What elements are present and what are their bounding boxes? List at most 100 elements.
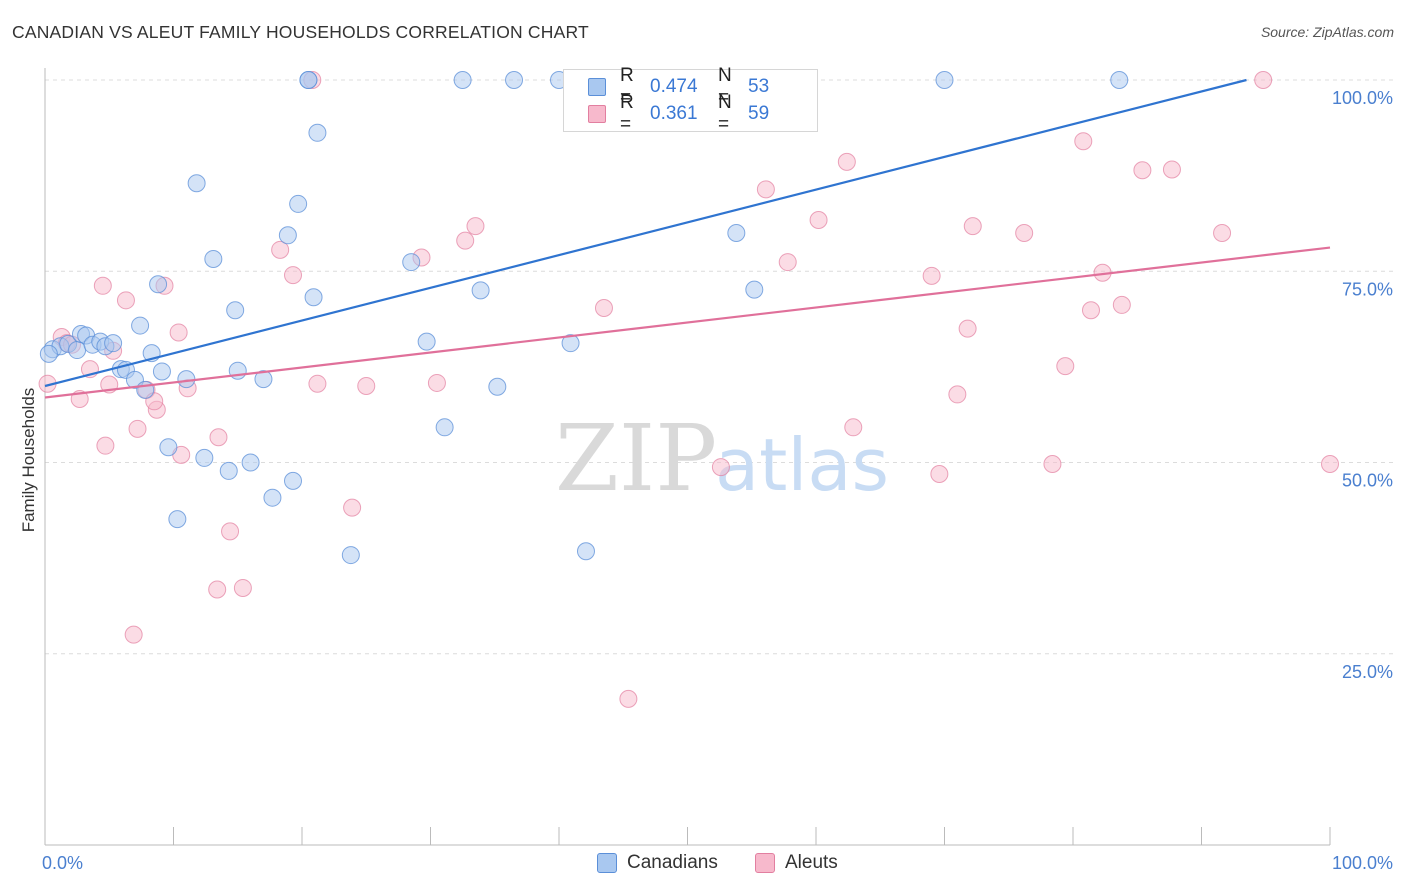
aleut-point xyxy=(844,418,863,437)
trend-lines xyxy=(44,78,1331,399)
canadian-point xyxy=(453,71,472,89)
canadian-point xyxy=(159,438,178,457)
watermark-zip: ZIP xyxy=(555,405,717,512)
legend-label-canadians: Canadians xyxy=(627,852,718,873)
aleut-point xyxy=(958,319,977,338)
legend-n-value-aleuts: 59 xyxy=(748,103,770,124)
canadian-point xyxy=(131,316,150,335)
aleut-point xyxy=(1043,455,1062,474)
aleut-point xyxy=(1133,161,1152,180)
canadian-point xyxy=(289,194,308,213)
canadian-point xyxy=(304,288,323,307)
aleut-point xyxy=(466,217,485,236)
canadian-point xyxy=(136,380,155,399)
legend-n-value-canadians: 53 xyxy=(748,76,770,97)
canadian-point xyxy=(341,546,360,565)
canadian-trend-line xyxy=(44,78,1247,388)
legend-row-canadians: R = 0.474 N = 53 xyxy=(588,65,770,108)
aleut-point xyxy=(809,210,828,229)
legend-label-aleuts: Aleuts xyxy=(785,852,838,873)
canadian-point xyxy=(241,453,260,472)
canadian-point xyxy=(149,275,168,294)
canadian-point xyxy=(104,334,123,353)
aleut-point xyxy=(343,498,362,517)
canadian-point xyxy=(745,280,764,299)
aleut-point xyxy=(427,373,446,392)
legend-swatch-aleuts xyxy=(755,853,775,873)
aleut-point xyxy=(116,291,135,310)
legend-r-value-aleuts: 0.361 xyxy=(650,103,698,124)
axes xyxy=(44,68,1331,846)
aleut-point xyxy=(456,231,475,250)
y-tick-label: 100.0% xyxy=(1332,88,1393,108)
y-tick-label: 50.0% xyxy=(1342,471,1393,491)
legend-r-key: R = xyxy=(620,65,634,108)
canadian-point xyxy=(435,418,454,437)
aleut-point xyxy=(271,240,290,259)
y-tick-label: 25.0% xyxy=(1342,662,1393,682)
legend-row-aleuts: R = 0.361 N = 59 xyxy=(588,92,770,135)
aleut-point xyxy=(221,522,240,541)
legend-item-aleuts: Aleuts xyxy=(755,852,838,874)
canadian-point xyxy=(471,281,490,300)
aleut-point xyxy=(96,436,115,455)
aleut-point xyxy=(308,374,327,393)
aleut-point xyxy=(233,578,252,597)
canadian-point xyxy=(576,542,595,561)
aleut-point xyxy=(357,377,376,395)
y-axis-label: Family Households xyxy=(19,388,38,533)
y-tick-label: 75.0% xyxy=(1342,279,1393,299)
legend-swatch-aleuts xyxy=(588,105,606,123)
aleut-point xyxy=(922,266,941,285)
canadian-point xyxy=(278,226,297,245)
x-tick-label: 0.0% xyxy=(42,853,83,873)
canadian-point xyxy=(68,341,87,360)
aleut-point xyxy=(284,266,303,285)
aleut-point xyxy=(209,428,228,447)
aleut-point xyxy=(837,152,856,171)
aleut-point xyxy=(948,385,967,404)
aleut-point xyxy=(619,689,638,708)
aleut-point xyxy=(1074,132,1093,151)
canadian-point xyxy=(727,224,746,242)
aleut-point xyxy=(1162,160,1181,179)
canadian-point xyxy=(402,253,421,272)
legend-item-canadians: Canadians xyxy=(597,852,718,874)
aleut-point xyxy=(711,458,730,477)
canadian-point xyxy=(417,332,436,351)
aleut-point xyxy=(930,464,949,483)
canadian-point xyxy=(187,174,206,193)
chart-title: CANADIAN VS ALEUT FAMILY HOUSEHOLDS CORR… xyxy=(12,22,589,42)
aleut-trend-line xyxy=(44,246,1331,399)
canadian-point xyxy=(505,71,524,89)
stats-legend: R = 0.474 N = 53 R = 0.361 N = 59 xyxy=(563,65,818,135)
canadian-point xyxy=(299,71,318,89)
canadian-point xyxy=(308,123,327,142)
aleut-point xyxy=(1321,455,1339,474)
source-label: Source: ZipAtlas.com xyxy=(1260,24,1394,40)
watermark-atlas: atlas xyxy=(715,423,889,507)
aleut-point xyxy=(1112,295,1131,314)
aleut-point xyxy=(756,180,775,199)
canadian-point xyxy=(204,250,223,269)
canadian-point xyxy=(226,301,245,320)
canadian-point xyxy=(152,362,171,381)
canadian-point xyxy=(1110,71,1129,89)
aleut-point xyxy=(778,253,797,272)
legend-n-key: N = xyxy=(718,92,732,135)
aleut-point xyxy=(1081,301,1100,320)
aleut-point xyxy=(1213,224,1232,242)
canadian-point xyxy=(254,370,273,389)
aleut-point xyxy=(208,580,227,599)
aleut-point xyxy=(124,625,143,644)
canadian-point xyxy=(177,370,196,389)
aleut-point xyxy=(1015,224,1034,242)
aleut-point xyxy=(594,298,613,317)
gridlines xyxy=(45,79,1395,655)
aleut-point xyxy=(93,276,112,295)
x-tick-label: 100.0% xyxy=(1332,853,1393,873)
legend-swatch-canadians xyxy=(597,853,617,873)
canadian-point xyxy=(39,344,58,363)
aleut-point xyxy=(169,323,188,342)
